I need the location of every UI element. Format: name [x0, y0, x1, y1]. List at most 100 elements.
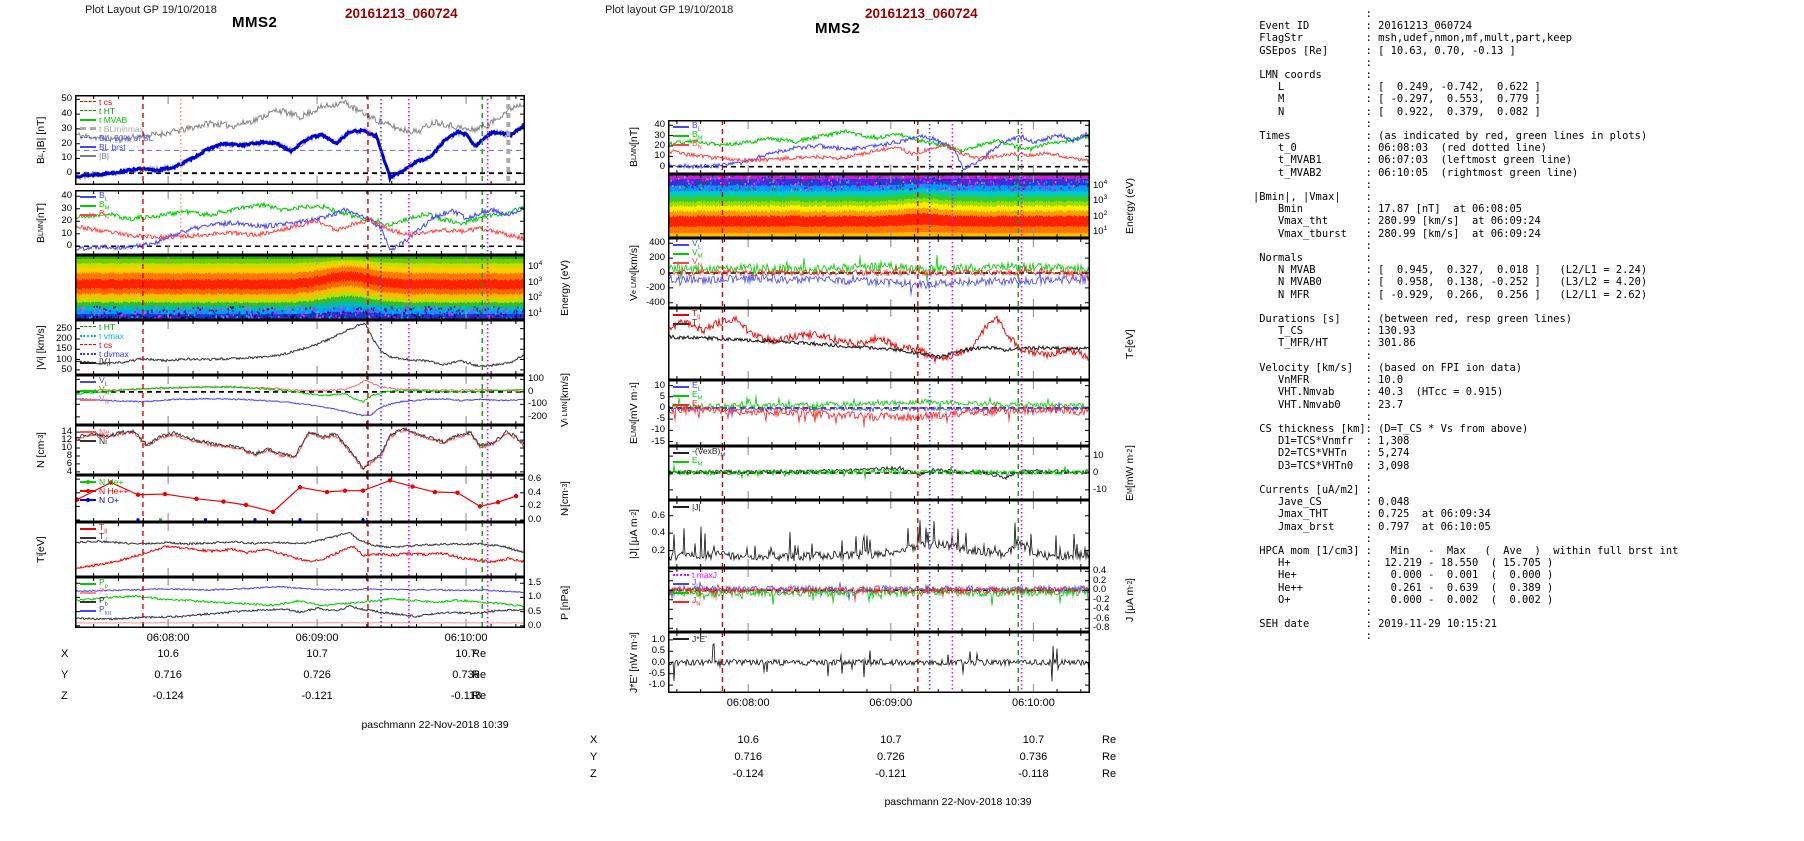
ephemeris-value: -0.118	[1018, 768, 1049, 780]
middle-panel-j-lmn: J [μA m -2] 0.4 0.2 0.0 -0.2 -0.4 -0.6 -0.8 t max…	[668, 566, 1136, 633]
legend-line-swatch	[80, 582, 96, 585]
left-vi-lmn-y-tick-label: 100	[528, 373, 544, 385]
middle-e-lmn-y-tick-label: 5	[659, 390, 665, 402]
left-n-y-tick-label: 8	[66, 449, 72, 461]
legend-line-swatch	[80, 430, 96, 433]
middle-time-tick-label: 06:10:00	[1012, 697, 1055, 709]
legend-label: VN	[99, 393, 109, 406]
legend-label: T⊥	[692, 317, 703, 330]
left-bl-b-y-tick-label: 0	[66, 167, 72, 179]
left-plot-stack: B L ,|B| [nT] 0 10 20 30 40 50 t cs t HT t MVAB t BL…	[35, 94, 571, 630]
left-bl-b-y-tick-label: 30	[61, 122, 72, 134]
middle-e-lmn-y-tick-label: 10	[654, 379, 665, 391]
middle-time-axis: 06:08:00 06:09:00 06:10:00	[668, 697, 1090, 711]
legend-item: VN	[673, 256, 702, 269]
ephemeris-value: 10.6	[157, 648, 179, 660]
legend-line-swatch	[673, 637, 689, 640]
ephemeris-unit: Re	[1102, 734, 1117, 746]
middle-jmag-y-tick-label: 0.4	[651, 527, 665, 539]
middle-e-lmn-y-tick-label: -10	[651, 424, 665, 436]
left-vi-y-tick-label: 200	[56, 332, 72, 344]
ephemeris-value: -0.118	[450, 690, 482, 702]
left-vi-y-tick-label: 150	[56, 343, 72, 355]
legend-item: BL, 50% of BL	[80, 133, 153, 143]
left-panel-n-plot	[75, 425, 525, 475]
legend-label: N He+	[99, 476, 124, 487]
legend-item: EN	[673, 398, 702, 411]
middle-j-lmn-y-tick-label: -0.6	[1093, 612, 1110, 624]
left-panel-vi-lmn-plot	[75, 375, 525, 425]
left-n-hpca-y-tick-label: 0.6	[528, 473, 542, 485]
left-panel-p: P [nPa] 0.0 0.5 1.0 1.5 Pp Pe Pb Ptot	[75, 577, 571, 630]
left-n-y-tick-label: 14	[61, 426, 72, 438]
middle-time-tick-label: 06:08:00	[726, 697, 770, 709]
legend-label: |J|	[692, 501, 701, 512]
legend-item: |B|	[80, 151, 153, 161]
legend-line-swatch	[80, 326, 96, 327]
middle-jmag-y-tick-label: 0.2	[651, 544, 665, 556]
left-bl-b-y-tick-label: 50	[61, 93, 72, 105]
middle-event-id: 20161213_060724	[865, 6, 978, 21]
middle-e-spect-energy-tick-label: 104	[1093, 178, 1108, 192]
left-time-tick-label: 06:08:00	[146, 632, 190, 644]
middle-ephemeris-row-x: X 10.6 10.7 10.7 Re	[590, 734, 1116, 748]
middle-panel-e-spect: Energy (eV) 104 103 102 101	[668, 174, 1136, 238]
legend-line-swatch	[673, 385, 689, 388]
left-ephemeris-row-z: Z -0.124 -0.121 -0.118 Re	[61, 690, 525, 704]
legend-item: t HT	[80, 106, 153, 116]
legend-line-swatch	[80, 204, 96, 207]
middle-jdote-y-tick-label: -1.0	[648, 679, 665, 691]
middle-panel-jdote-plot	[668, 632, 1090, 693]
legend-line-swatch	[673, 313, 689, 316]
legend-item: VM	[80, 384, 109, 397]
middle-e-spect-energy-tick-label: 101	[1093, 225, 1108, 238]
legend-item: BN	[80, 208, 109, 221]
left-vi-y-tick-label: 250	[56, 322, 72, 334]
left-time-axis: 06:08:00 06:09:00 06:10:00	[75, 632, 525, 646]
legend-item: Ni	[80, 436, 110, 446]
left-n-y-tick-label: 4	[66, 465, 72, 477]
ephemeris-unit: Re	[1102, 768, 1117, 780]
left-n-legend: Ne Ni	[80, 427, 110, 446]
legend-item: Pe	[80, 586, 111, 599]
ephemeris-value: -0.124	[152, 690, 184, 702]
middle-em-y-tick-label: 0	[1093, 467, 1099, 478]
left-vi-y-axis-label: |V i | [km/s]	[35, 325, 47, 370]
ephemeris-value: 10.6	[737, 734, 759, 746]
info-panel-text: : Event ID : 20161213_060724 FlagStr : m…	[1253, 8, 1679, 643]
legend-line-swatch	[673, 243, 689, 246]
middle-ve-lmn-legend: VL VM VN	[673, 238, 702, 269]
middle-ephemeris-row-z: Z -0.124 -0.121 -0.118 Re	[590, 768, 1116, 782]
middle-b-lmn-y-axis-label: B LMN [nT]	[628, 126, 640, 168]
ephemeris-value: 10.7	[455, 648, 477, 660]
legend-label: EN	[692, 398, 702, 411]
legend-item: JL	[673, 577, 717, 590]
middle-jmag-legend: |J|	[673, 501, 701, 512]
left-ion-spect-energy-tick-label: 103	[528, 275, 543, 288]
left-n-hpca-legend: N He+ N He++ N O+	[80, 476, 128, 505]
left-footer: paschmann 22-Nov-2018 10:39	[361, 719, 509, 731]
ephemeris-unit: Re	[472, 690, 487, 702]
middle-panel-te-plot	[668, 308, 1090, 380]
legend-label: Pb	[99, 595, 108, 608]
middle-b-lmn-legend: BL BM BN	[673, 120, 702, 151]
legend-label: t HT	[99, 321, 116, 332]
middle-b-lmn-y-tick-label: 20	[654, 139, 665, 151]
legend-line-swatch	[80, 344, 96, 345]
ephemeris-value: -0.121	[875, 768, 907, 780]
left-event-id: 20161213_060724	[345, 6, 458, 21]
middle-plot-header: Plot layout GP 19/10/2018	[605, 4, 734, 16]
middle-e-lmn-y-tick-label: 0	[659, 401, 665, 413]
left-bl-b-y-tick-label: 20	[61, 137, 72, 149]
middle-e-lmn-y-tick-label: -5	[656, 413, 665, 425]
left-p-legend: Pp Pe Pb Ptot	[80, 577, 111, 617]
legend-item: T||	[80, 522, 109, 535]
middle-ve-lmn-y-tick-label: 400	[649, 237, 665, 249]
legend-item: EM	[673, 389, 702, 402]
legend-item: t dvmax	[80, 349, 129, 359]
middle-j-lmn-legend: t maxJ JL JM JN	[673, 570, 717, 608]
legend-item: J*E'	[673, 634, 707, 644]
